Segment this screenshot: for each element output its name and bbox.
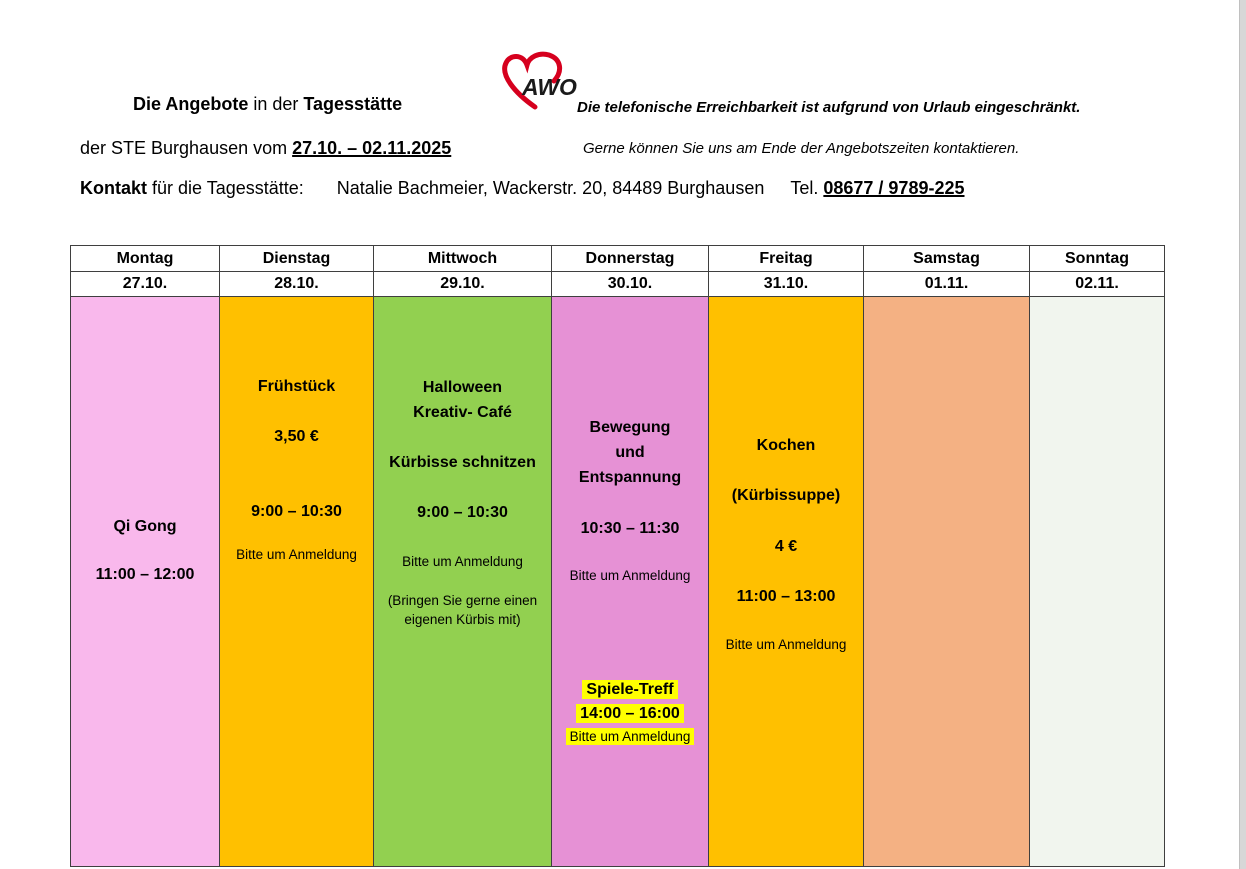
day-body: Frühstück 3,50 € 9:00 – 10:30 Bitte um Anme…: [220, 297, 373, 866]
day-name: Samstag: [864, 246, 1029, 272]
day-body: [1030, 297, 1164, 866]
day-column-mittwoch: Mittwoch 29.10. Halloween Kreativ- Café Kür…: [373, 246, 551, 866]
logo-text: AWO: [521, 74, 577, 100]
day-date: 28.10.: [220, 272, 373, 297]
page-subtitle: der STE Burghausen vom 27.10. – 02.11.20…: [80, 138, 451, 159]
highlighted-text: Bitte um Anmeldung: [565, 728, 695, 745]
schedule-line: Bitte um Anmeldung: [220, 546, 373, 563]
day-body: Halloween Kreativ- Café Kürbisse schnitze…: [374, 297, 551, 866]
line-text: Bitte um Anmeldung: [402, 554, 523, 569]
schedule-line: (Bringen Sie gerne einen eigenen Kürbis …: [374, 591, 551, 629]
day-column-montag: Montag 27.10. Qi Gong 11:00 – 12:00: [71, 246, 219, 866]
schedule-line: Bewegung und Entspannung: [552, 415, 708, 490]
schedule-line: 9:00 – 10:30: [374, 503, 551, 523]
day-column-samstag: Samstag 01.11.: [863, 246, 1029, 866]
day-date: 30.10.: [552, 272, 708, 297]
subtitle-prefix: der STE Burghausen vom: [80, 138, 293, 158]
schedule-line: Bitte um Anmeldung: [374, 553, 551, 570]
day-column-donnerstag: Donnerstag 30.10. Bewegung und Entspannung…: [551, 246, 708, 866]
scrollbar[interactable]: [1239, 0, 1246, 869]
line-text: 9:00 – 10:30: [251, 503, 342, 520]
schedule-line: Qi Gong: [71, 517, 219, 537]
day-date: 29.10.: [374, 272, 551, 297]
line-text: (Kürbissuppe): [731, 487, 841, 504]
schedule-line: 9:00 – 10:30: [220, 502, 373, 522]
line-text: Kürbisse schnitzen: [389, 454, 536, 471]
date-range: 27.10. – 02.11.2025: [292, 138, 452, 158]
line-text: Kochen: [756, 437, 816, 454]
day-date: 31.10.: [709, 272, 863, 297]
schedule-line: 10:30 – 11:30: [552, 519, 708, 539]
line-text: Bewegung und Entspannung: [578, 419, 682, 486]
phone-notice-line2: Gerne können Sie uns am Ende der Angebot…: [583, 140, 1020, 157]
day-body: Bewegung und Entspannung 10:30 – 11:30 Bit…: [552, 297, 708, 866]
schedule-line: (Kürbissuppe): [709, 486, 863, 506]
schedule-table: Montag 27.10. Qi Gong 11:00 – 12:00 Dienstag…: [70, 245, 1165, 867]
schedule-line: Frühstück: [220, 377, 373, 397]
contact-line: Kontakt für die Tagesstätte: Natalie Bach…: [80, 178, 965, 199]
line-text: Frühstück: [257, 378, 336, 395]
contact-person: Natalie Bachmeier, Wackerstr. 20, 84489 …: [336, 178, 765, 198]
day-date: 01.11.: [864, 272, 1029, 297]
line-text: 9:00 – 10:30: [417, 504, 508, 521]
day-column-freitag: Freitag 31.10. Kochen (Kürbissuppe) 4 € 11:00…: [708, 246, 863, 866]
schedule-line: 3,50 €: [220, 427, 373, 447]
schedule-line: Bitte um Anmeldung: [552, 567, 708, 584]
contact-tel-prefix: Tel.: [790, 178, 824, 198]
line-text: Bitte um Anmeldung: [725, 637, 847, 652]
day-name: Sonntag: [1030, 246, 1164, 272]
awo-heart-logo: AWO: [502, 51, 577, 110]
line-text: Bitte um Anmeldung: [569, 568, 691, 583]
day-body: [864, 297, 1029, 866]
title-bold-2: Tagesstätte: [303, 94, 403, 114]
day-name: Mittwoch: [374, 246, 551, 272]
schedule-line: 4 €: [709, 537, 863, 557]
day-name: Montag: [71, 246, 219, 272]
highlighted-text: 14:00 – 16:00: [576, 704, 684, 723]
day-name: Donnerstag: [552, 246, 708, 272]
contact-phone: 08677 / 9789-225: [823, 178, 965, 198]
line-text: 11:00 – 12:00: [95, 566, 195, 583]
schedule-line: Kürbisse schnitzen: [374, 453, 551, 473]
day-column-sonntag: Sonntag 02.11.: [1029, 246, 1164, 866]
title-mid: in der: [248, 94, 304, 114]
day-name: Dienstag: [220, 246, 373, 272]
schedule-line: 11:00 – 12:00: [71, 565, 219, 585]
line-text: (Bringen Sie gerne einen eigenen Kürbis …: [387, 593, 538, 627]
line-text: 4 €: [774, 538, 798, 555]
schedule-line: Kochen: [709, 436, 863, 456]
schedule-line: 14:00 – 16:00: [552, 704, 708, 724]
day-date: 02.11.: [1030, 272, 1164, 297]
day-date: 27.10.: [71, 272, 219, 297]
schedule-line: Spiele-Treff: [552, 680, 708, 700]
heart-icon: [502, 51, 563, 110]
schedule-line: Halloween Kreativ- Café: [374, 375, 551, 425]
schedule-line: Bitte um Anmeldung: [709, 636, 863, 653]
highlighted-text: Spiele-Treff: [582, 680, 678, 699]
line-text: 10:30 – 11:30: [580, 520, 680, 537]
title-bold-1: Die Angebote: [133, 94, 249, 114]
schedule-line: 11:00 – 13:00: [709, 587, 863, 607]
line-text: 3,50 €: [274, 428, 319, 445]
line-text: 11:00 – 13:00: [736, 588, 836, 605]
line-text: Halloween Kreativ- Café: [413, 379, 512, 421]
line-text: Qi Gong: [113, 518, 177, 535]
contact-label-rest: für die Tagesstätte:: [147, 178, 304, 198]
contact-label: Kontakt: [80, 178, 147, 198]
day-column-dienstag: Dienstag 28.10. Frühstück 3,50 € 9:00 – 10:3…: [219, 246, 373, 866]
page-title: Die Angebote in der Tagesstätte: [133, 94, 402, 115]
day-name: Freitag: [709, 246, 863, 272]
phone-notice-line1: Die telefonische Erreichbarkeit ist aufg…: [577, 99, 1081, 116]
line-text: Bitte um Anmeldung: [236, 547, 357, 562]
schedule-line: Bitte um Anmeldung: [552, 728, 708, 745]
day-body: Qi Gong 11:00 – 12:00: [71, 297, 219, 866]
day-body: Kochen (Kürbissuppe) 4 € 11:00 – 13:00 Bitte…: [709, 297, 863, 866]
